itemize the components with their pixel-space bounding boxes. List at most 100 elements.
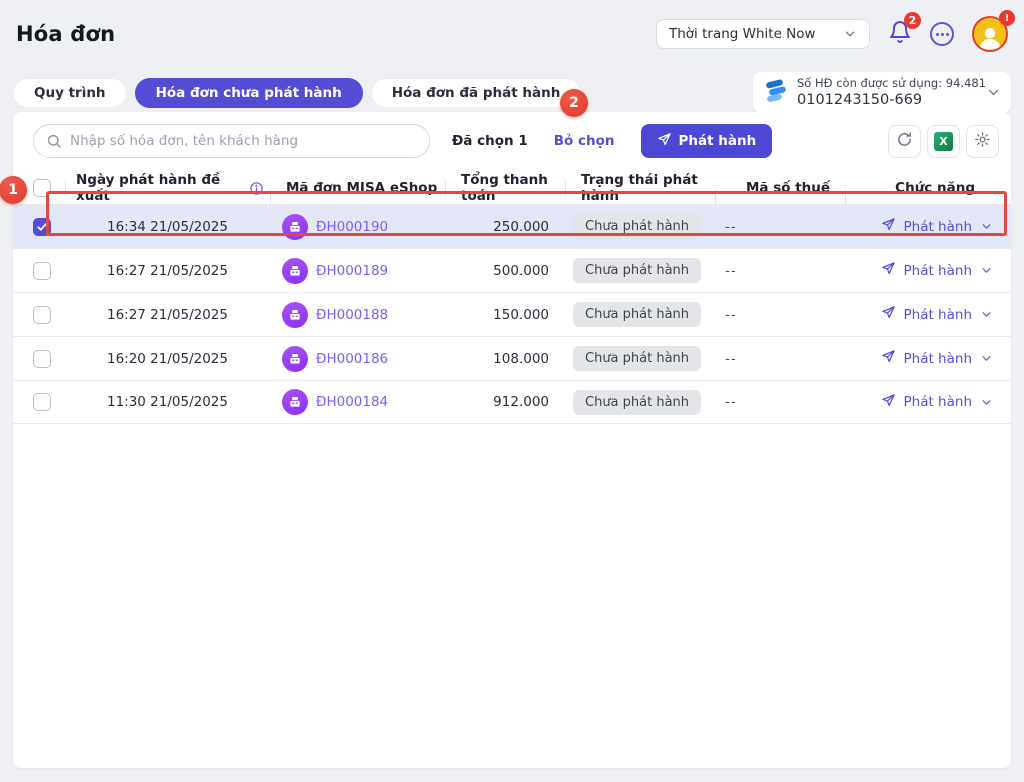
store-selector-value: Thời trang White Now	[669, 26, 816, 42]
row-publish-link[interactable]: Phát hành	[903, 350, 973, 367]
row-publish-link[interactable]: Phát hành	[903, 394, 973, 410]
more-options-button[interactable]	[930, 22, 954, 46]
row-tax: --	[725, 350, 737, 367]
order-icon	[282, 257, 308, 284]
tabs-row: Quy trình Hóa đơn chưa phát hành Hóa đơn…	[0, 52, 1024, 113]
chevron-down-icon[interactable]	[980, 220, 993, 233]
chevron-down-icon[interactable]	[980, 308, 993, 321]
row-total: 912.000	[493, 394, 549, 410]
row-publish-link[interactable]: Phát hành	[903, 262, 973, 279]
chevron-down-icon	[986, 85, 1001, 100]
excel-icon: X	[934, 131, 953, 151]
table-row[interactable]: 16:27 21/05/2025 ĐH000189 500.000 Chưa p…	[13, 248, 1011, 292]
select-all-checkbox[interactable]	[33, 179, 51, 197]
row-checkbox[interactable]	[33, 217, 51, 236]
column-header-total: Tổng thanh toán	[445, 172, 565, 204]
chevron-down-icon[interactable]	[980, 264, 993, 277]
order-code-link[interactable]: ĐH000189	[316, 262, 389, 279]
invoice-table: Ngày phát hành đề xuất Mã đơn MISA eShop…	[13, 172, 1011, 424]
selected-count-text: Đã chọn 1	[452, 133, 528, 149]
notifications-button[interactable]: 2	[888, 12, 921, 48]
column-header-code: Mã đơn MISA eShop	[270, 180, 445, 204]
search-input[interactable]	[33, 124, 430, 158]
bell-icon	[888, 20, 912, 48]
column-header-date: Ngày phát hành đề xuất	[76, 172, 221, 204]
status-badge: Chưa phát hành	[573, 258, 702, 283]
status-badge: Chưa phát hành	[573, 214, 702, 239]
settings-button[interactable]	[966, 124, 999, 158]
refresh-icon	[896, 131, 913, 152]
table-row[interactable]: 11:30 21/05/2025 ĐH000184 912.000 Chưa p…	[13, 380, 1011, 424]
notifications-badge: 2	[904, 12, 921, 29]
chevron-down-icon	[843, 27, 857, 41]
status-badge: Chưa phát hành	[573, 389, 702, 415]
license-card[interactable]: Số HĐ còn được sử dụng: 94.481 010124315…	[753, 72, 1011, 113]
toolbar: Đã chọn 1 Bỏ chọn Phát hành X	[13, 112, 1011, 168]
table-row[interactable]: 16:20 21/05/2025 ĐH000186 108.000 Chưa p…	[13, 336, 1011, 380]
table-body: 16:34 21/05/2025 ĐH000190 250.000 Chưa p…	[13, 204, 1011, 424]
row-checkbox[interactable]	[33, 349, 51, 368]
info-icon[interactable]	[249, 181, 264, 196]
status-badge: Chưa phát hành	[573, 346, 702, 371]
send-icon	[881, 261, 896, 280]
order-icon	[282, 213, 308, 240]
row-date: 16:34 21/05/2025	[106, 218, 228, 235]
row-checkbox[interactable]	[33, 261, 51, 280]
chevron-down-icon[interactable]	[980, 352, 993, 365]
gear-icon	[974, 131, 991, 152]
export-excel-button[interactable]: X	[927, 124, 960, 158]
store-selector[interactable]: Thời trang White Now	[656, 19, 870, 49]
tab-quy-trinh[interactable]: Quy trình	[13, 77, 127, 108]
refresh-button[interactable]	[888, 124, 921, 158]
send-icon	[881, 305, 896, 324]
table-row[interactable]: 16:34 21/05/2025 ĐH000190 250.000 Chưa p…	[13, 204, 1011, 248]
row-date: 16:27 21/05/2025	[106, 262, 228, 279]
column-header-tax: Mã số thuế	[715, 180, 845, 204]
row-checkbox[interactable]	[33, 305, 51, 324]
row-publish-link[interactable]: Phát hành	[903, 218, 973, 235]
publish-button[interactable]: Phát hành	[640, 124, 773, 158]
row-date: 16:20 21/05/2025	[106, 350, 228, 367]
column-header-action: Chức năng	[845, 180, 1011, 204]
license-layers-icon	[763, 78, 789, 108]
send-icon	[881, 393, 896, 412]
license-remaining: Số HĐ còn được sử dụng: 94.481	[797, 76, 986, 91]
ellipsis-icon	[930, 22, 954, 46]
order-code-link[interactable]: ĐH000184	[316, 394, 389, 410]
send-icon	[881, 349, 896, 368]
row-checkbox[interactable]	[33, 393, 51, 411]
tab-hoa-don-chua-phat-hanh[interactable]: Hóa đơn chưa phát hành	[134, 77, 363, 108]
status-badge: Chưa phát hành	[573, 302, 702, 327]
row-date: 16:27 21/05/2025	[106, 306, 228, 323]
row-publish-link[interactable]: Phát hành	[903, 306, 973, 323]
deselect-link[interactable]: Bỏ chọn	[553, 133, 615, 149]
order-icon	[282, 301, 308, 328]
topbar: Hóa đơn Thời trang White Now 2 !	[0, 0, 1024, 52]
row-tax: --	[725, 394, 737, 410]
profile-button[interactable]: !	[972, 10, 1015, 52]
row-total: 500.000	[493, 262, 549, 279]
table-row[interactable]: 16:27 21/05/2025 ĐH000188 150.000 Chưa p…	[13, 292, 1011, 336]
chevron-down-icon[interactable]	[980, 396, 993, 409]
row-total: 108.000	[493, 350, 549, 367]
order-code-link[interactable]: ĐH000186	[316, 350, 389, 367]
row-total: 250.000	[493, 218, 549, 235]
order-code-link[interactable]: ĐH000188	[316, 306, 389, 323]
order-icon	[282, 345, 308, 372]
row-tax: --	[725, 306, 737, 323]
profile-badge: !	[999, 10, 1015, 26]
table-header: Ngày phát hành đề xuất Mã đơn MISA eShop…	[13, 172, 1011, 204]
send-icon	[657, 132, 672, 151]
row-date: 11:30 21/05/2025	[106, 394, 228, 410]
row-total: 150.000	[493, 306, 549, 323]
order-icon	[282, 389, 308, 415]
invoice-panel: Đã chọn 1 Bỏ chọn Phát hành X	[13, 112, 1011, 768]
tab-hoa-don-da-phat-hanh[interactable]: Hóa đơn đã phát hành	[370, 77, 582, 108]
license-tax-code: 0101243150-669	[797, 91, 923, 108]
page-title: Hóa đơn	[16, 22, 116, 46]
search-box	[33, 124, 430, 158]
order-code-link[interactable]: ĐH000190	[316, 218, 389, 235]
column-header-status: Trạng thái phát hành	[565, 172, 715, 204]
row-tax: --	[725, 262, 737, 279]
selected-count: 1	[518, 133, 528, 149]
